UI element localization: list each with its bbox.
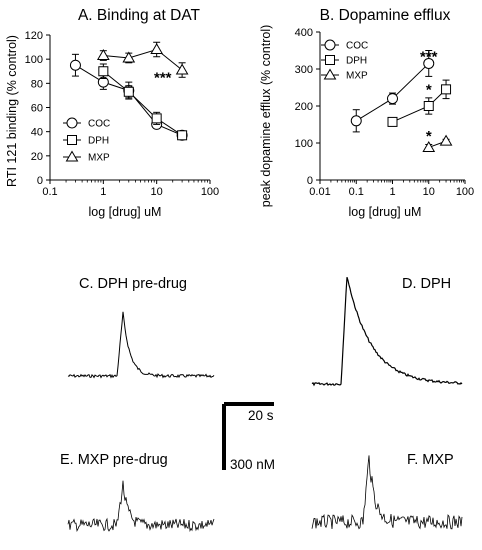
legend-label-mxp: MXP — [346, 71, 368, 82]
trace-f-waveform — [311, 455, 463, 530]
data-point-mxp — [150, 43, 164, 54]
panel-b-chart: B. Dopamine efflux peak dopamine efflux … — [259, 7, 474, 219]
y-tick-label: 100 — [25, 54, 43, 66]
x-tick-label: 0.01 — [309, 186, 330, 198]
legend-label-dph: DPH — [346, 56, 367, 67]
data-point-dph — [441, 84, 452, 95]
data-point-dph — [151, 113, 162, 124]
panel-b-ylabel: peak dopamine efflux (% control) — [259, 25, 273, 208]
y-tick-label: 100 — [295, 138, 313, 150]
x-tick-label: 10 — [151, 186, 163, 198]
legend-marker-mxp — [323, 68, 337, 80]
legend-marker-coc — [324, 39, 336, 51]
series-line-dph — [103, 70, 183, 136]
data-point-mxp — [96, 49, 110, 61]
panel-a-title: A. Binding at DAT — [78, 7, 201, 24]
x-tick-label: 1 — [100, 186, 106, 198]
data-point-dph — [123, 86, 134, 97]
trace-e-label: E. MXP pre-drug — [60, 452, 168, 468]
legend-label-coc: COC — [88, 119, 110, 130]
trace-d-label: D. DPH — [402, 276, 451, 292]
legend-marker-coc — [66, 117, 78, 129]
significance-marker: * — [426, 128, 432, 145]
y-tick-label: 120 — [25, 30, 43, 42]
data-point-coc — [69, 59, 81, 71]
trace-f-label: F. MXP — [407, 452, 454, 468]
data-point-coc — [387, 93, 398, 105]
y-tick-label: 80 — [31, 78, 43, 90]
significance-marker: * — [426, 82, 432, 99]
data-point-dph — [423, 101, 434, 111]
series-line-mxp — [103, 48, 183, 71]
significance-marker: *** — [420, 48, 438, 65]
panel-a-axes: 0 20 40 60 80 100 120 0.1 1 10 100 — [25, 30, 220, 198]
trace-d-waveform — [311, 277, 463, 387]
data-point-mxp — [439, 134, 453, 146]
y-tick-label: 200 — [295, 101, 313, 113]
panel-a-chart: A. Binding at DAT RTI 121 binding (% con… — [5, 7, 219, 219]
panel-a-marks: *** COC DPH MXP — [63, 41, 189, 164]
data-point-mxp — [422, 140, 436, 152]
data-point-dph — [387, 116, 398, 127]
scale-bar: 20 s 300 nM — [222, 402, 275, 472]
data-point-mxp — [175, 63, 189, 75]
data-point-dph — [98, 66, 109, 77]
panel-a-ylabel: RTI 121 binding (% control) — [5, 35, 19, 187]
panel-b-xlabel: log [drug] uM — [349, 205, 422, 219]
trace-c-waveform — [67, 311, 215, 379]
y-tick-label: 300 — [295, 64, 313, 76]
legend-marker-dph — [325, 55, 335, 65]
trace-c-label: C. DPH pre-drug — [79, 276, 187, 292]
significance-marker: *** — [154, 70, 172, 87]
x-tick-label: 0.1 — [349, 186, 364, 198]
trace-e-waveform — [67, 480, 215, 533]
y-tick-label: 20 — [31, 151, 43, 163]
series-line-dph — [392, 88, 447, 123]
x-tick-label: 100 — [456, 186, 474, 198]
x-tick-label: 100 — [201, 186, 219, 198]
data-point-coc — [350, 115, 362, 127]
y-tick-label: 60 — [31, 103, 43, 115]
panel-b-title: B. Dopamine efflux — [320, 7, 451, 24]
x-tick-label: 10 — [423, 186, 435, 198]
legend-marker-mxp — [65, 150, 79, 162]
y-tick-label: 40 — [31, 127, 43, 139]
scale-bar-conc-label: 300 nM — [230, 457, 275, 472]
data-point-dph — [177, 130, 188, 141]
legend-label-coc: COC — [346, 41, 368, 52]
data-point-coc — [423, 57, 435, 69]
panel-b-axes: 0 100 200 300 400 0.01 0.1 1 10 100 — [295, 27, 475, 198]
y-tick-label: 0 — [307, 175, 313, 187]
legend-label-mxp: MXP — [88, 153, 110, 164]
x-tick-label: 0.1 — [42, 186, 57, 198]
y-tick-label: 0 — [37, 175, 43, 187]
x-tick-label: 1 — [389, 186, 395, 198]
scale-bar-time-label: 20 s — [248, 408, 274, 423]
data-point-mxp — [122, 51, 136, 63]
legend-label-dph: DPH — [88, 136, 109, 147]
panel-a-xlabel: log [drug] uM — [89, 205, 162, 219]
y-tick-label: 400 — [295, 27, 313, 39]
legend-marker-dph — [67, 135, 77, 145]
